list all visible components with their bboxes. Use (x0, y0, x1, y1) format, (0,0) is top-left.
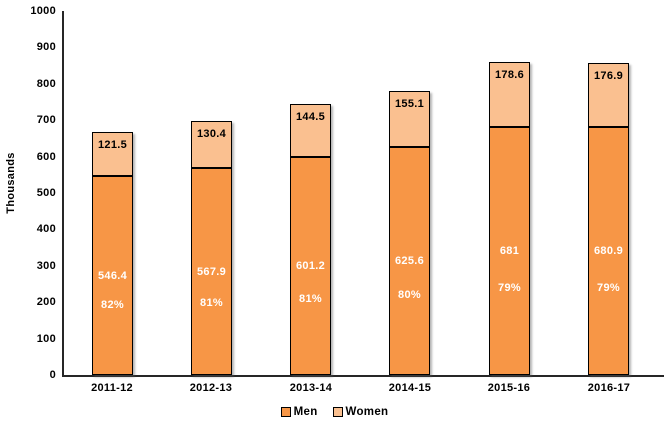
bar-stack: 144.5 601.2 81% (290, 104, 331, 375)
legend-swatch-men (280, 407, 291, 417)
women-value-label: 176.9 (593, 70, 624, 82)
y-tick-label: 500 (36, 187, 56, 199)
men-percent-label: 81% (299, 293, 322, 305)
legend-swatch-women (332, 407, 343, 417)
bar-segment-men (588, 127, 629, 375)
bar-stack: 176.9 680.9 79% (588, 63, 629, 375)
legend: Men Women (0, 406, 669, 418)
legend-item-men: Men (280, 406, 318, 418)
y-tick-label: 0 (49, 369, 56, 381)
women-value-label: 121.5 (97, 139, 128, 151)
bar-segment-men (389, 147, 430, 375)
men-percent-label: 79% (597, 282, 620, 294)
bar-stack: 121.5 546.4 82% (92, 132, 133, 375)
men-percent-label: 80% (398, 289, 421, 301)
women-value-label: 178.6 (494, 69, 525, 81)
legend-item-women: Women (332, 406, 389, 418)
women-value-label: 155.1 (394, 98, 425, 110)
x-tick-label: 2016-17 (587, 382, 631, 394)
bar-segment-men (92, 176, 133, 375)
men-percent-label: 81% (200, 297, 223, 309)
men-percent-label: 82% (101, 299, 124, 311)
bar-segment-men (290, 157, 331, 375)
bar-segment-women (290, 104, 331, 157)
legend-label: Men (293, 406, 318, 418)
x-tick-label: 2012-13 (189, 382, 233, 394)
men-value-label: 546.4 (97, 270, 128, 282)
x-tick-label: 2015-16 (487, 382, 531, 394)
x-tick-label: 2011-12 (91, 382, 133, 394)
y-tick-label: 600 (36, 150, 56, 163)
y-tick-label: 1000 (30, 5, 56, 17)
women-value-label: 144.5 (295, 111, 326, 123)
bar-segment-women (389, 91, 430, 147)
men-value-label: 681 (499, 245, 520, 257)
men-value-label: 567.9 (196, 266, 227, 278)
y-tick-label: 700 (36, 114, 56, 127)
men-percent-label: 79% (498, 282, 521, 294)
y-tick-label: 100 (36, 332, 56, 345)
bar-stack: 178.6 681 79% (489, 62, 530, 375)
bar-segment-men (489, 127, 530, 375)
bar-segment-women (489, 62, 530, 127)
men-value-label: 680.9 (593, 245, 624, 257)
y-axis-line (62, 11, 64, 376)
men-value-label: 601.2 (295, 260, 326, 272)
bar-stack: 130.4 567.9 81% (191, 121, 232, 375)
x-tick-label: 2013-14 (289, 382, 333, 394)
y-tick-label: 300 (36, 259, 56, 272)
y-tick-label: 200 (36, 296, 56, 309)
y-tick-label: 400 (36, 223, 56, 236)
bar-segment-men (191, 168, 232, 375)
legend-label: Women (345, 406, 389, 418)
bar-stack: 155.1 625.6 80% (389, 91, 430, 375)
bar-segment-women (191, 121, 232, 168)
bar-segment-women (92, 132, 133, 176)
women-value-label: 130.4 (196, 128, 227, 140)
bar-segment-women (588, 63, 629, 127)
y-tick-label: 900 (36, 41, 56, 54)
y-tick-label: 800 (36, 77, 56, 90)
x-axis-line (62, 375, 664, 377)
men-value-label: 625.6 (394, 255, 425, 267)
x-tick-label: 2014-15 (388, 382, 432, 394)
